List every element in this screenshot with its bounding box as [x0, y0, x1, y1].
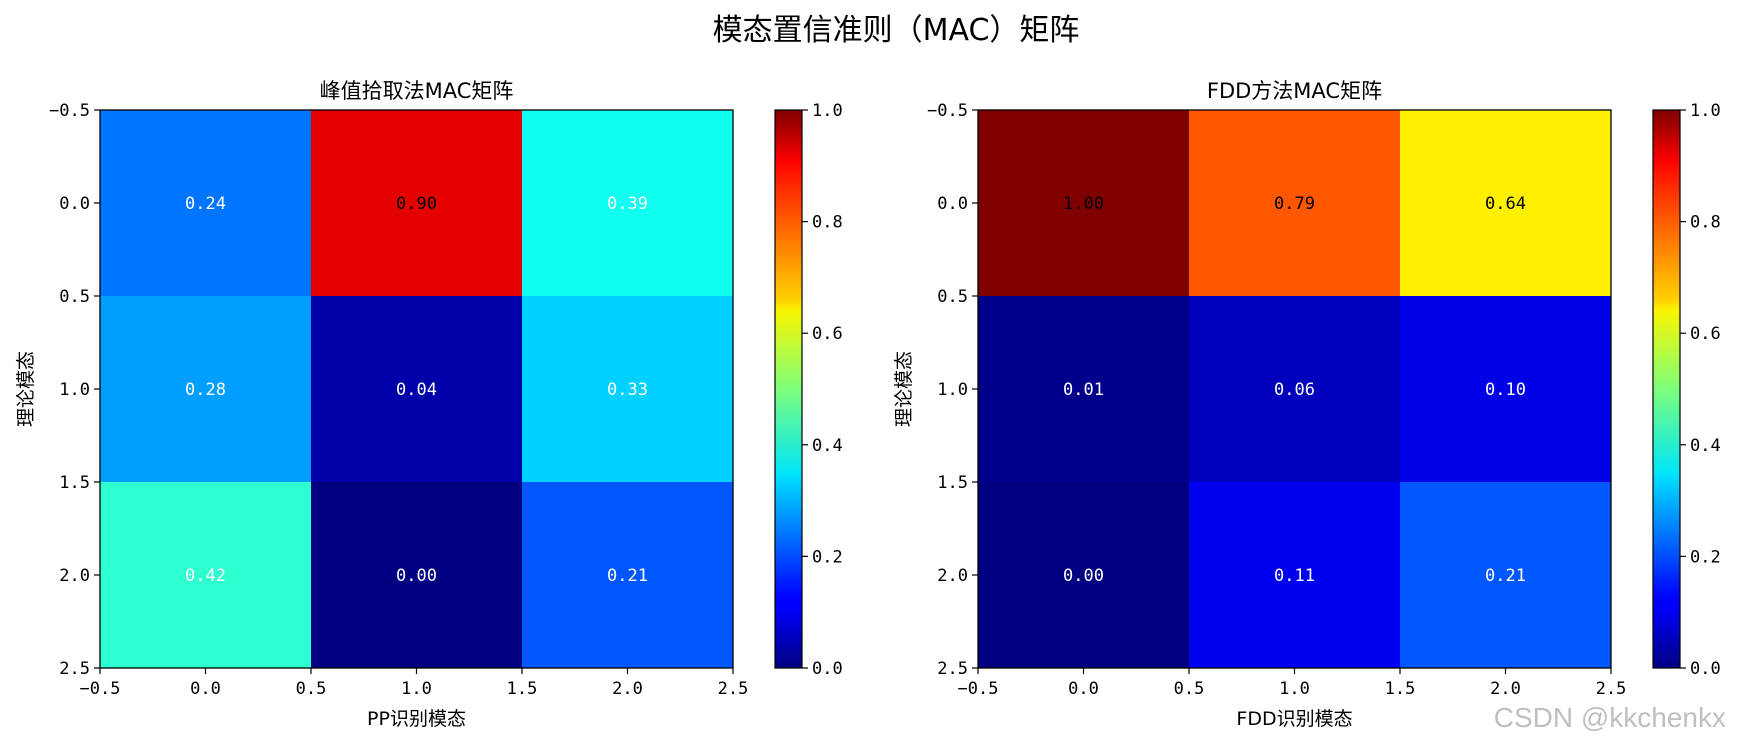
- heatmap-cell: [311, 110, 522, 296]
- cell-value-label: 0.39: [607, 194, 648, 214]
- heatmap-cell: [522, 296, 733, 482]
- cell-value-label: 0.06: [1274, 380, 1315, 400]
- cell-value-label: 1.00: [1063, 194, 1104, 214]
- y-tick-label: 1.5: [59, 473, 90, 493]
- heatmap-cell: [1400, 482, 1611, 668]
- y-tick-label: 0.5: [937, 287, 968, 307]
- colorbar-tick-label: 0.4: [1690, 436, 1721, 456]
- heatmap-cell: [1189, 110, 1400, 296]
- x-tick-label: 0.5: [1174, 679, 1205, 699]
- heatmap-cell: [1189, 296, 1400, 482]
- colorbar-tick-label: 0.4: [812, 436, 843, 456]
- cell-value-label: 0.00: [1063, 566, 1104, 586]
- heatmap-cell: [978, 296, 1189, 482]
- cell-value-label: 0.28: [185, 380, 226, 400]
- x-tick-label: 1.0: [1279, 679, 1310, 699]
- cell-value-label: 0.10: [1485, 380, 1526, 400]
- cell-value-label: 0.64: [1485, 194, 1526, 214]
- heatmap-cell: [100, 482, 311, 668]
- heatmap-cell: [522, 482, 733, 668]
- heatmap-panel-peak-picking: 0.24 0.90 0.39 0.28 0.04 0.33 0.42 0.00 0.21 −0.5…: [15, 79, 843, 730]
- x-tick-label: 1.0: [401, 679, 432, 699]
- y-tick-label: 0.0: [937, 194, 968, 214]
- cell-value-label: 0.79: [1274, 194, 1315, 214]
- y-tick-label: −0.5: [927, 101, 968, 121]
- heatmap-cell: [311, 296, 522, 482]
- cell-value-label: 0.11: [1274, 566, 1315, 586]
- heatmap-cell: [311, 482, 522, 668]
- watermark: CSDN @kkchenkx: [1494, 702, 1726, 733]
- cell-value-label: 0.42: [185, 566, 226, 586]
- x-tick-label: 2.0: [1490, 679, 1521, 699]
- x-axis-label: FDD识别模态: [1236, 708, 1352, 730]
- x-tick-label: 2.5: [718, 679, 749, 699]
- chart-title: 峰值拾取法MAC矩阵: [320, 79, 514, 103]
- colorbar-tick-label: 0.0: [812, 659, 843, 679]
- colorbar-tick-label: 0.6: [812, 324, 843, 344]
- y-tick-label: 1.0: [937, 380, 968, 400]
- chart-title: FDD方法MAC矩阵: [1207, 79, 1382, 103]
- y-tick-label: 2.5: [59, 659, 90, 679]
- cell-value-label: 0.04: [396, 380, 437, 400]
- heatmap-cell: [978, 110, 1189, 296]
- colorbar-tick-label: 0.8: [1690, 213, 1721, 233]
- x-tick-label: 0.0: [1068, 679, 1099, 699]
- x-tick-label: 2.0: [612, 679, 643, 699]
- x-tick-label: 1.5: [507, 679, 538, 699]
- y-axis-label: 理论模态: [893, 351, 915, 427]
- y-tick-label: 2.5: [937, 659, 968, 679]
- heatmap-cell: [1400, 110, 1611, 296]
- colorbar-tick-label: 0.2: [1690, 547, 1721, 567]
- y-tick-label: 2.0: [937, 566, 968, 586]
- heatmap-cell: [100, 296, 311, 482]
- y-tick-label: −0.5: [49, 101, 90, 121]
- heatmap-cell: [1189, 482, 1400, 668]
- y-tick-label: 2.0: [59, 566, 90, 586]
- cell-value-label: 0.24: [185, 194, 226, 214]
- x-tick-label: 0.5: [296, 679, 327, 699]
- x-tick-label: 0.0: [190, 679, 221, 699]
- heatmap-cell: [522, 110, 733, 296]
- colorbar-tick-label: 1.0: [1690, 101, 1721, 121]
- heatmap-cell: [1400, 296, 1611, 482]
- heatmap-cell: [100, 110, 311, 296]
- x-tick-label: 2.5: [1596, 679, 1627, 699]
- colorbar-tick-label: 0.8: [812, 213, 843, 233]
- colorbar: [1652, 109, 1681, 669]
- colorbar-tick-label: 1.0: [812, 101, 843, 121]
- heatmap-cell: [978, 482, 1189, 668]
- heatmap-panel-fdd: 1.00 0.79 0.64 0.01 0.06 0.10 0.00 0.11 0.21 −0.5…: [893, 79, 1721, 730]
- colorbar-tick-label: 0.6: [1690, 324, 1721, 344]
- x-axis-label: PP识别模态: [367, 708, 466, 730]
- cell-value-label: 0.01: [1063, 380, 1104, 400]
- colorbar-tick-label: 0.0: [1690, 659, 1721, 679]
- y-tick-label: 0.0: [59, 194, 90, 214]
- cell-value-label: 0.21: [1485, 566, 1526, 586]
- colorbar: [774, 109, 803, 669]
- y-tick-label: 1.0: [59, 380, 90, 400]
- figure-suptitle: 模态置信准则（MAC）矩阵: [713, 13, 1080, 48]
- cell-value-label: 0.33: [607, 380, 648, 400]
- y-tick-label: 0.5: [59, 287, 90, 307]
- y-tick-label: 1.5: [937, 473, 968, 493]
- cell-value-label: 0.00: [396, 566, 437, 586]
- x-tick-label: −0.5: [958, 679, 999, 699]
- colorbar-tick-label: 0.2: [812, 547, 843, 567]
- x-tick-label: −0.5: [80, 679, 121, 699]
- x-tick-label: 1.5: [1385, 679, 1416, 699]
- cell-value-label: 0.21: [607, 566, 648, 586]
- y-axis-label: 理论模态: [15, 351, 37, 427]
- cell-value-label: 0.90: [396, 194, 437, 214]
